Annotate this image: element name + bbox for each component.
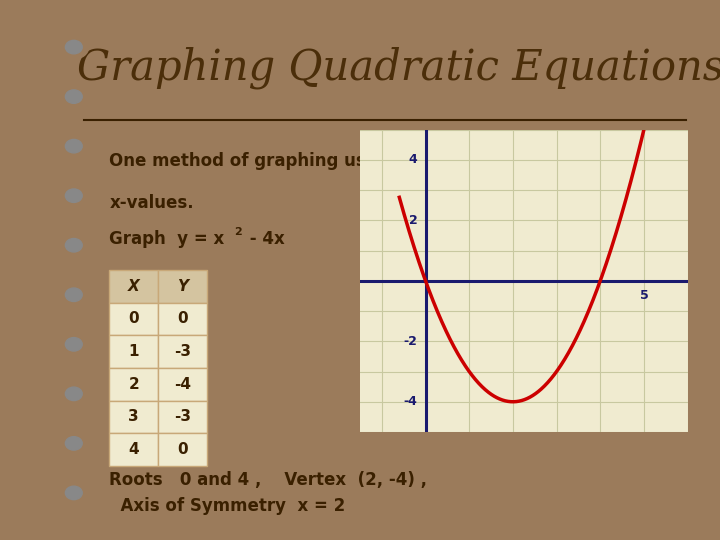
Circle shape [59, 481, 89, 505]
Text: 2: 2 [234, 227, 242, 237]
Text: 2: 2 [409, 214, 418, 227]
Circle shape [66, 189, 82, 202]
Circle shape [66, 239, 82, 252]
Circle shape [66, 437, 82, 450]
Text: -4: -4 [404, 395, 418, 408]
Circle shape [66, 338, 82, 351]
Circle shape [66, 40, 82, 54]
Text: x-values.: x-values. [109, 194, 194, 212]
Text: 3: 3 [128, 409, 139, 424]
Text: 4: 4 [409, 153, 418, 166]
FancyBboxPatch shape [109, 335, 158, 368]
Text: 0: 0 [128, 312, 139, 327]
Text: -4: -4 [174, 377, 191, 392]
Text: Y: Y [177, 279, 188, 294]
Text: - 4x: - 4x [243, 230, 284, 248]
Circle shape [59, 134, 89, 158]
Text: Graph  y = x: Graph y = x [109, 230, 225, 248]
Circle shape [59, 333, 89, 356]
FancyBboxPatch shape [109, 270, 158, 302]
Text: 0: 0 [177, 312, 188, 327]
Text: 1: 1 [128, 344, 139, 359]
Circle shape [59, 283, 89, 307]
FancyBboxPatch shape [158, 302, 207, 335]
Circle shape [59, 431, 89, 455]
FancyBboxPatch shape [158, 270, 207, 302]
Circle shape [59, 233, 89, 257]
FancyBboxPatch shape [158, 335, 207, 368]
Circle shape [59, 85, 89, 109]
Text: X: X [128, 279, 140, 294]
FancyBboxPatch shape [158, 401, 207, 433]
Text: 4: 4 [128, 442, 139, 457]
Text: One method of graphing uses a table with arbitrary: One method of graphing uses a table with… [109, 152, 594, 170]
Text: Axis of Symmetry  x = 2: Axis of Symmetry x = 2 [109, 497, 346, 515]
Text: Graphing Quadratic Equations: Graphing Quadratic Equations [78, 46, 720, 89]
Text: 2: 2 [128, 377, 139, 392]
Circle shape [59, 35, 89, 59]
Circle shape [66, 486, 82, 500]
FancyBboxPatch shape [158, 433, 207, 466]
FancyBboxPatch shape [109, 401, 158, 433]
FancyBboxPatch shape [109, 302, 158, 335]
Text: -3: -3 [174, 409, 191, 424]
FancyBboxPatch shape [109, 433, 158, 466]
Circle shape [66, 139, 82, 153]
Circle shape [66, 288, 82, 301]
Circle shape [66, 90, 82, 103]
Circle shape [59, 382, 89, 406]
Text: Roots   0 and 4 ,    Vertex  (2, -4) ,: Roots 0 and 4 , Vertex (2, -4) , [109, 471, 428, 489]
Text: 5: 5 [639, 289, 648, 302]
Circle shape [59, 184, 89, 207]
FancyBboxPatch shape [158, 368, 207, 401]
Circle shape [66, 387, 82, 401]
Text: 0: 0 [177, 442, 188, 457]
FancyBboxPatch shape [109, 368, 158, 401]
Text: -2: -2 [404, 335, 418, 348]
Text: -3: -3 [174, 344, 191, 359]
